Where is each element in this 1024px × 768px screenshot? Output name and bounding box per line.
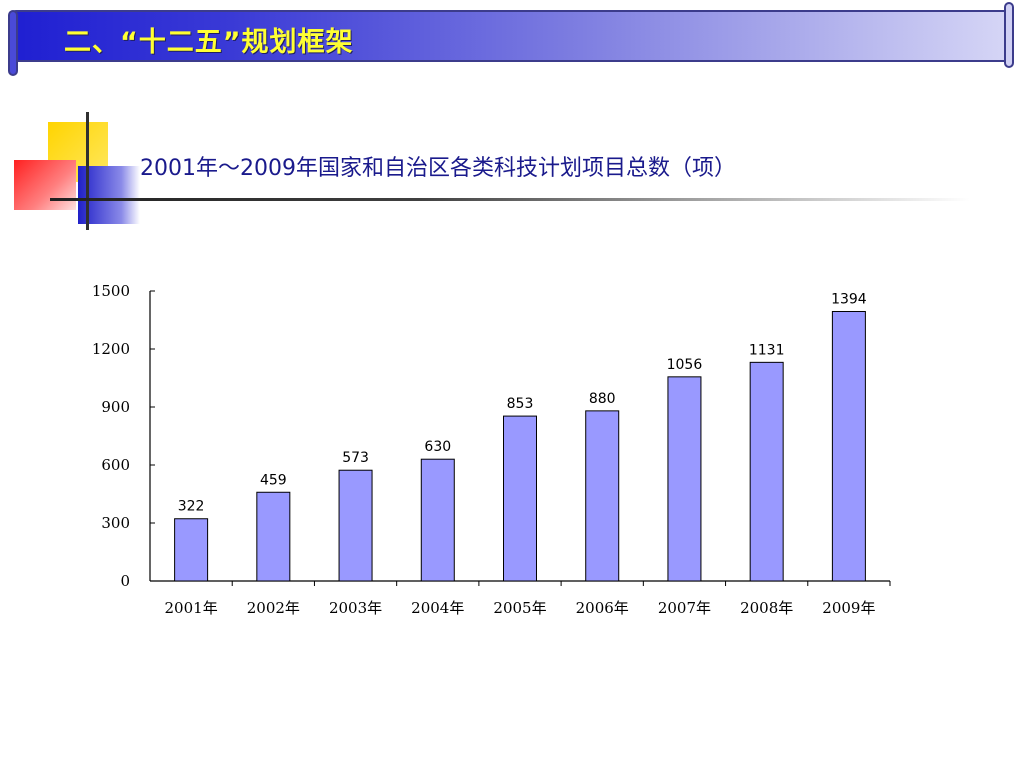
x-category-label: 2001年: [165, 599, 218, 617]
data-label: 459: [260, 472, 287, 488]
data-label: 853: [507, 396, 534, 412]
data-label: 880: [589, 391, 616, 407]
bar: [831, 310, 866, 582]
data-label: 1056: [667, 357, 703, 373]
bar: [256, 491, 291, 582]
slide-title: 二、“十二五”规划框架: [64, 27, 354, 58]
data-label: 573: [342, 450, 369, 466]
y-tick-label: 1200: [92, 340, 130, 358]
decor-vertical-line: [86, 112, 89, 230]
y-tick-label: 300: [101, 514, 130, 532]
title-banner: 二、“十二五”规划框架: [8, 2, 1014, 76]
x-category-label: 2002年: [247, 599, 300, 617]
x-category-label: 2003年: [329, 599, 382, 617]
y-tick-label: 1500: [92, 282, 130, 300]
data-label: 322: [178, 499, 205, 515]
bar: [585, 410, 620, 582]
x-category-label: 2007年: [658, 599, 711, 617]
bar: [174, 518, 209, 582]
data-label: 1394: [831, 291, 867, 307]
decor-red-square: [14, 160, 76, 210]
data-label: 1131: [749, 342, 785, 358]
bar: [420, 458, 455, 582]
chart-title: 2001年～2009年国家和自治区各类科技计划项目总数（项）: [140, 156, 736, 181]
decor-horizontal-line: [50, 198, 970, 201]
bar: [503, 415, 537, 582]
y-tick-label: 900: [101, 398, 130, 416]
banner-scroll-left-decoration: [8, 10, 18, 76]
x-category-label: 2008年: [740, 599, 793, 617]
x-category-label: 2005年: [493, 599, 546, 617]
banner-scroll-right-decoration: [1004, 2, 1014, 68]
x-category-label: 2009年: [822, 599, 875, 617]
bar: [667, 376, 702, 582]
bar: [749, 361, 784, 582]
y-tick-label: 600: [101, 456, 130, 474]
y-tick-label: 0: [120, 572, 130, 590]
data-label: 630: [424, 439, 451, 455]
x-category-label: 2004年: [411, 599, 464, 617]
x-category-label: 2006年: [576, 599, 629, 617]
bar: [338, 469, 373, 582]
